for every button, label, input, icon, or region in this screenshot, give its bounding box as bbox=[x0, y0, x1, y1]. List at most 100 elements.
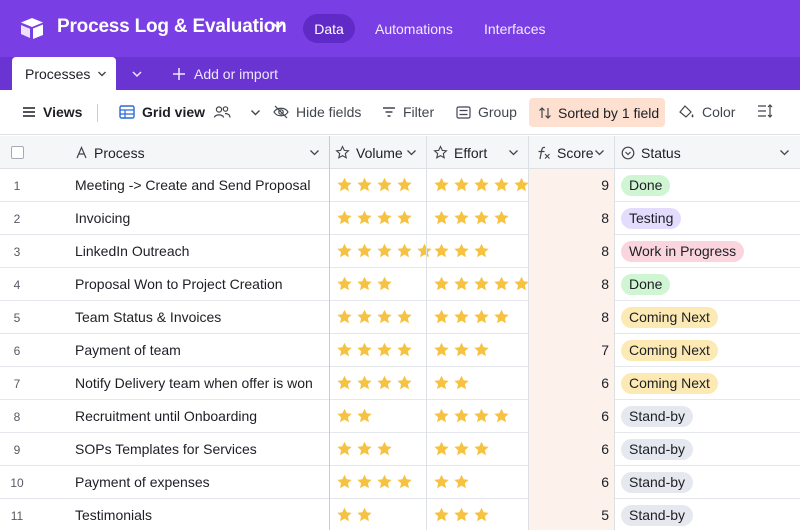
star-icon bbox=[434, 243, 449, 258]
status-badge[interactable]: Coming Next bbox=[621, 373, 718, 394]
status-badge[interactable]: Coming Next bbox=[621, 307, 718, 328]
select-all-checkbox[interactable] bbox=[11, 146, 24, 159]
volume-rating[interactable] bbox=[336, 243, 436, 259]
table-row[interactable]: 4 Proposal Won to Project Creation 8 Done bbox=[0, 268, 800, 301]
effort-rating[interactable] bbox=[433, 210, 513, 226]
column-header-volume[interactable]: Volume bbox=[335, 136, 403, 169]
volume-rating[interactable] bbox=[336, 441, 396, 457]
base-title[interactable]: Process Log & Evaluation bbox=[57, 16, 287, 37]
table-row[interactable]: 3 LinkedIn Outreach 8 Work in Progress bbox=[0, 235, 800, 268]
nav-data-tab[interactable]: Data bbox=[303, 14, 355, 43]
chevron-down-icon[interactable] bbox=[272, 20, 284, 32]
table-row[interactable]: 2 Invoicing 8 Testing bbox=[0, 202, 800, 235]
volume-rating[interactable] bbox=[336, 276, 396, 292]
process-cell[interactable]: Payment of team bbox=[75, 342, 181, 358]
chevron-down-icon[interactable] bbox=[250, 107, 261, 118]
score-cell[interactable]: 6 bbox=[601, 408, 609, 424]
status-badge[interactable]: Testing bbox=[621, 208, 682, 229]
status-badge[interactable]: Stand-by bbox=[621, 439, 694, 460]
table-row[interactable]: 1 Meeting -> Create and Send Proposal 9 Don… bbox=[0, 169, 800, 202]
chevron-down-icon[interactable] bbox=[508, 147, 519, 158]
effort-rating[interactable] bbox=[433, 507, 493, 523]
score-cell[interactable]: 8 bbox=[601, 309, 609, 325]
process-cell[interactable]: Invoicing bbox=[75, 210, 131, 226]
base-logo-icon[interactable] bbox=[19, 16, 45, 40]
process-cell[interactable]: Payment of expenses bbox=[75, 474, 210, 490]
chevron-down-icon[interactable] bbox=[97, 69, 107, 79]
process-cell[interactable]: Proposal Won to Project Creation bbox=[75, 276, 283, 292]
volume-rating[interactable] bbox=[336, 309, 416, 325]
table-row[interactable]: 7 Notify Delivery team when offer is won 6… bbox=[0, 367, 800, 400]
volume-rating[interactable] bbox=[336, 210, 416, 226]
score-cell[interactable]: 8 bbox=[601, 243, 609, 259]
status-badge[interactable]: Coming Next bbox=[621, 340, 718, 361]
process-cell[interactable]: LinkedIn Outreach bbox=[75, 243, 190, 259]
table-row[interactable]: 6 Payment of team 7 Coming Next bbox=[0, 334, 800, 367]
table-row[interactable]: 10 Payment of expenses 6 Stand-by bbox=[0, 466, 800, 499]
process-cell[interactable]: Team Status & Invoices bbox=[75, 309, 222, 325]
group-button[interactable]: Group bbox=[456, 104, 517, 120]
status-badge[interactable]: Stand-by bbox=[621, 406, 694, 427]
nav-automations-tab[interactable]: Automations bbox=[375, 21, 453, 37]
table-row[interactable]: 9 SOPs Templates for Services 6 Stand-by bbox=[0, 433, 800, 466]
score-cell[interactable]: 8 bbox=[601, 276, 609, 292]
hide-fields-button[interactable]: Hide fields bbox=[273, 104, 361, 120]
tab-label: Processes bbox=[25, 65, 91, 82]
process-cell[interactable]: Testimonials bbox=[75, 507, 153, 523]
chevron-down-icon[interactable] bbox=[309, 147, 320, 158]
sort-button[interactable]: Sorted by 1 field bbox=[529, 98, 665, 127]
grid-header: Process Volume Effort Score Status bbox=[0, 136, 800, 169]
effort-rating[interactable] bbox=[433, 474, 473, 490]
column-header-effort[interactable]: Effort bbox=[433, 136, 487, 169]
score-cell[interactable]: 6 bbox=[601, 441, 609, 457]
chevron-down-icon[interactable] bbox=[406, 147, 417, 158]
volume-rating[interactable] bbox=[336, 474, 416, 490]
chevron-down-icon[interactable] bbox=[779, 147, 790, 158]
volume-rating[interactable] bbox=[336, 507, 376, 523]
column-header-status[interactable]: Status bbox=[621, 136, 681, 169]
table-row[interactable]: 11 Testimonials 5 Stand-by bbox=[0, 499, 800, 530]
status-badge[interactable]: Stand-by bbox=[621, 472, 694, 493]
tab-processes[interactable]: Processes bbox=[12, 57, 116, 90]
process-cell[interactable]: SOPs Templates for Services bbox=[75, 441, 257, 457]
score-cell[interactable]: 6 bbox=[601, 375, 609, 391]
effort-rating[interactable] bbox=[433, 342, 493, 358]
effort-rating[interactable] bbox=[433, 441, 493, 457]
score-cell[interactable]: 9 bbox=[601, 177, 609, 193]
eye-off-icon bbox=[273, 105, 289, 119]
volume-rating[interactable] bbox=[336, 342, 416, 358]
process-cell[interactable]: Recruitment until Onboarding bbox=[75, 408, 258, 424]
add-or-import-button[interactable]: Add or import bbox=[172, 66, 278, 82]
status-badge[interactable]: Done bbox=[621, 175, 671, 196]
column-header-score[interactable]: Score bbox=[536, 136, 594, 169]
table-row[interactable]: 5 Team Status & Invoices 8 Coming Next bbox=[0, 301, 800, 334]
process-cell[interactable]: Notify Delivery team when offer is won bbox=[75, 375, 313, 391]
score-cell[interactable]: 8 bbox=[601, 210, 609, 226]
score-cell[interactable]: 6 bbox=[601, 474, 609, 490]
status-badge[interactable]: Work in Progress bbox=[621, 241, 745, 262]
effort-rating[interactable] bbox=[433, 375, 473, 391]
nav-interfaces-tab[interactable]: Interfaces bbox=[484, 21, 546, 37]
score-cell[interactable]: 7 bbox=[601, 342, 609, 358]
status-badge[interactable]: Stand-by bbox=[621, 505, 694, 526]
effort-rating[interactable] bbox=[433, 276, 533, 292]
effort-rating[interactable] bbox=[433, 243, 493, 259]
effort-rating[interactable] bbox=[433, 408, 513, 424]
grid-view-button[interactable]: Grid view bbox=[119, 104, 268, 120]
effort-rating[interactable] bbox=[433, 177, 533, 193]
row-height-button[interactable] bbox=[757, 104, 780, 118]
volume-rating[interactable] bbox=[336, 375, 416, 391]
color-button[interactable]: Color bbox=[679, 104, 735, 120]
chevron-down-icon[interactable] bbox=[594, 147, 605, 158]
views-button[interactable]: Views bbox=[22, 104, 82, 120]
score-cell[interactable]: 5 bbox=[601, 507, 609, 523]
effort-rating[interactable] bbox=[433, 309, 513, 325]
process-cell[interactable]: Meeting -> Create and Send Proposal bbox=[75, 177, 311, 193]
column-header-process[interactable]: Process bbox=[75, 136, 145, 169]
table-row[interactable]: 8 Recruitment until Onboarding 6 Stand-by bbox=[0, 400, 800, 433]
volume-rating[interactable] bbox=[336, 177, 416, 193]
filter-button[interactable]: Filter bbox=[382, 104, 434, 120]
chevron-down-icon[interactable] bbox=[131, 68, 143, 80]
status-badge[interactable]: Done bbox=[621, 274, 671, 295]
volume-rating[interactable] bbox=[336, 408, 376, 424]
